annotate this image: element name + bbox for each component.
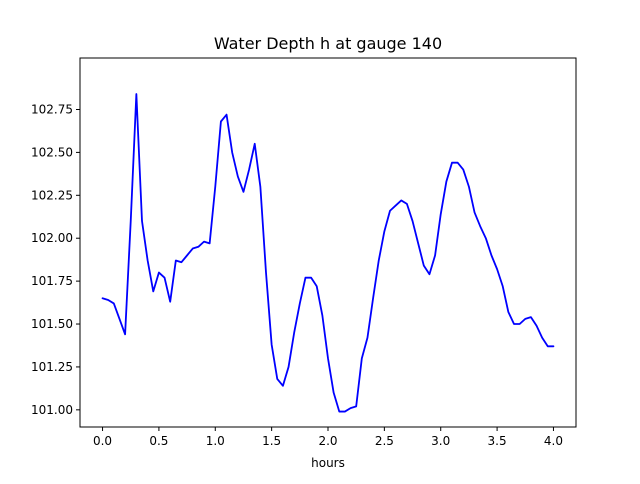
- x-axis-label: hours: [311, 456, 345, 470]
- x-tick-label: 1.5: [262, 434, 281, 448]
- y-tick-label: 101.25: [31, 360, 73, 374]
- y-tick-label: 102.00: [31, 231, 73, 245]
- series-line: [101, 93, 555, 413]
- chart-title: Water Depth h at gauge 140: [214, 34, 442, 53]
- y-tick-label: 101.00: [31, 403, 73, 417]
- x-tick-label: 3.0: [431, 434, 450, 448]
- x-tick-label: 3.5: [488, 434, 507, 448]
- x-tick-label: 2.5: [375, 434, 394, 448]
- y-tick-label: 102.50: [31, 145, 73, 159]
- x-tick-label: 0.0: [93, 434, 112, 448]
- x-tick-label: 1.0: [206, 434, 225, 448]
- x-tick-label: 4.0: [544, 434, 563, 448]
- x-tick-label: 0.5: [149, 434, 168, 448]
- y-axis: 101.00 101.25 101.50 101.75 102.00 102.25 102.…: [31, 102, 80, 417]
- y-tick-label: 102.25: [31, 188, 73, 202]
- x-tick-label: 2.0: [318, 434, 337, 448]
- x-axis: 0.0 0.5 1.0 1.5 2.0 2.5 3.0 3.5 4.0: [93, 427, 563, 448]
- y-tick-label: 102.75: [31, 102, 73, 116]
- y-tick-label: 101.75: [31, 274, 73, 288]
- plot-area: [101, 93, 555, 413]
- y-tick-label: 101.50: [31, 317, 73, 331]
